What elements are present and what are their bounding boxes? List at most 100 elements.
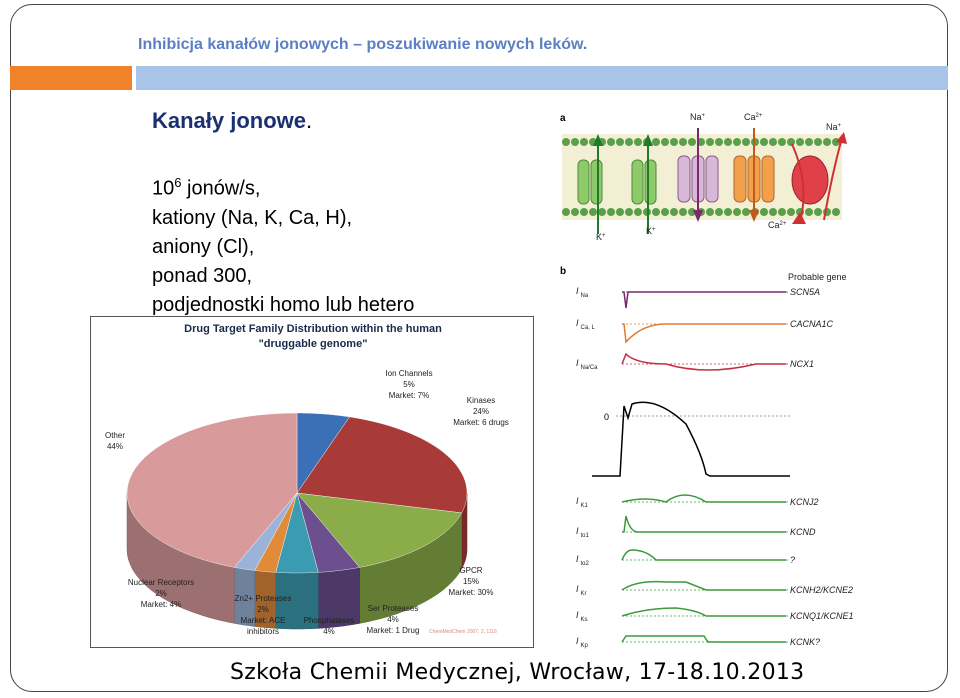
ion-label: K+ <box>596 232 606 242</box>
label-nuclear-receptors: Nuclear Receptors 2% Market: 4% <box>128 578 194 609</box>
label-gpcr: GPCR 15% Market: 30% <box>449 566 494 597</box>
lipid-head <box>742 208 750 216</box>
trace-gene-label: KCNJ2 <box>790 497 819 507</box>
pie-citation: ChemMedChem 2007, 2, 1116 <box>429 629 497 635</box>
lipid-head <box>616 208 624 216</box>
pie-slice-ser-proteases <box>296 492 360 573</box>
label-ion-channels: Ion Channels 5% Market: 7% <box>385 369 432 400</box>
header-accent-bar <box>10 66 132 90</box>
trace-gene-label: NCX1 <box>790 359 814 369</box>
lipid-head <box>598 208 606 216</box>
svg-text:Zn2+ Proteases: Zn2+ Proteases <box>235 594 292 603</box>
pie-slice-nuclear-receptors <box>234 492 298 571</box>
lipid-head <box>670 208 678 216</box>
lipid-head <box>625 138 633 146</box>
trace-current-label: I Na/Ca <box>576 358 598 371</box>
label-phosphatases: Phosphatases 4% <box>304 616 355 636</box>
lipid-head <box>634 138 642 146</box>
section-heading: Kanały jonowe. <box>152 108 312 134</box>
pie-chart-svg: Drug Target Family Distribution within t… <box>105 323 509 636</box>
trace-gene-label: KCNQ1/KCNE1 <box>790 611 854 621</box>
lipid-head <box>580 138 588 146</box>
ion-labels: Na+ Ca2+ Na+ K+ K+ Ca2+ <box>596 112 842 242</box>
lipid-head <box>607 138 615 146</box>
lipid-head <box>805 208 813 216</box>
lipid-head <box>652 208 660 216</box>
label-other: Other 44% <box>105 431 125 451</box>
pie-slice-gpcr <box>296 492 463 568</box>
lipid-head <box>760 208 768 216</box>
lipid-head <box>562 138 570 146</box>
pie-labels: Ion Channels 5% Market: 7% Kinases 24% M… <box>105 369 509 636</box>
svg-text:Phosphatases: Phosphatases <box>304 616 355 625</box>
trace-current-label: I Na <box>576 286 589 299</box>
svg-text:2%: 2% <box>155 589 167 598</box>
trace-gene-label: KCNK? <box>790 637 820 647</box>
trace-gene-label: CACNA1C <box>790 319 834 329</box>
lipid-head <box>805 138 813 146</box>
trace-na-ca: I Na/Ca NCX1 <box>576 352 814 371</box>
pie-chart-figure: Drug Target Family Distribution within t… <box>90 316 534 648</box>
lipid-head <box>787 208 795 216</box>
svg-text:4%: 4% <box>387 615 399 624</box>
lipid-head <box>715 208 723 216</box>
lipid-head <box>733 208 741 216</box>
lipid-head <box>760 138 768 146</box>
trace-current-label: I Ks <box>576 610 588 623</box>
panel-b-label: b <box>560 266 566 277</box>
trace-current-label: I K1 <box>576 496 589 509</box>
svg-text:15%: 15% <box>463 577 479 586</box>
ion-label: Ca2+ <box>744 112 763 122</box>
lipid-head <box>688 138 696 146</box>
bullet-item: aniony (Cl), <box>152 235 255 258</box>
bullet-list: 106 jonów/s, kationy (Na, K, Ca, H), ani… <box>152 168 414 320</box>
svg-text:Ion Channels: Ion Channels <box>385 369 432 378</box>
trace-gene-label: SCN5A <box>790 287 820 297</box>
action-potential: 0 <box>592 401 790 477</box>
lipid-head <box>814 138 822 146</box>
lipid-head <box>742 138 750 146</box>
trace-current-label: I Kp <box>576 636 589 649</box>
lipid-head <box>661 138 669 146</box>
trace-ks: I Ks KCNQ1/KCNE1 <box>576 607 854 623</box>
svg-text:Kinases: Kinases <box>467 396 495 405</box>
channel-k2 <box>631 134 657 234</box>
lipid-head <box>661 208 669 216</box>
footer: Szkoła Chemii Medycznej, Wrocław, 17-18.… <box>230 660 805 685</box>
label-ser-proteases: Ser Proteases 4% Market: 1 Drug <box>367 604 420 635</box>
ion-channel-svg: a <box>560 112 854 649</box>
lipid-head <box>796 138 804 146</box>
trace-current-label: I Kr <box>576 584 587 597</box>
pie-3d-top <box>126 412 468 574</box>
trace-kp: I Kp KCNK? <box>576 635 820 649</box>
trace-gene-label: ? <box>790 555 795 565</box>
lipid-head <box>706 208 714 216</box>
svg-text:2%: 2% <box>257 605 269 614</box>
exchanger-ncx <box>791 132 847 224</box>
trace-gene-label: KCND <box>790 527 816 537</box>
lipid-head <box>724 208 732 216</box>
lipid-head <box>832 208 840 216</box>
ion-label: Na+ <box>826 122 842 132</box>
trace-current-label: I Ca, L <box>576 318 596 331</box>
svg-text:Market: 7%: Market: 7% <box>389 391 429 400</box>
lipid-head <box>652 138 660 146</box>
lipid-head <box>679 138 687 146</box>
svg-text:GPCR: GPCR <box>459 566 482 575</box>
lipid-head <box>778 138 786 146</box>
channel-ca <box>733 128 775 222</box>
svg-text:Other: Other <box>105 431 125 440</box>
lipid-head <box>589 208 597 216</box>
pie-title-line2: "druggable genome" <box>259 338 368 350</box>
pie-slice-kinases <box>296 416 468 514</box>
pie-title-line1: Drug Target Family Distribution within t… <box>184 323 442 335</box>
lipid-head <box>670 138 678 146</box>
bullet-item: ponad 300, <box>152 264 253 287</box>
lipid-head <box>607 208 615 216</box>
bullet-superscript: 6 <box>174 175 182 190</box>
label-kinases: Kinases 24% Market: 6 drugs <box>453 396 509 427</box>
pie-slice-ion-channels <box>296 412 350 494</box>
lipid-head <box>562 208 570 216</box>
